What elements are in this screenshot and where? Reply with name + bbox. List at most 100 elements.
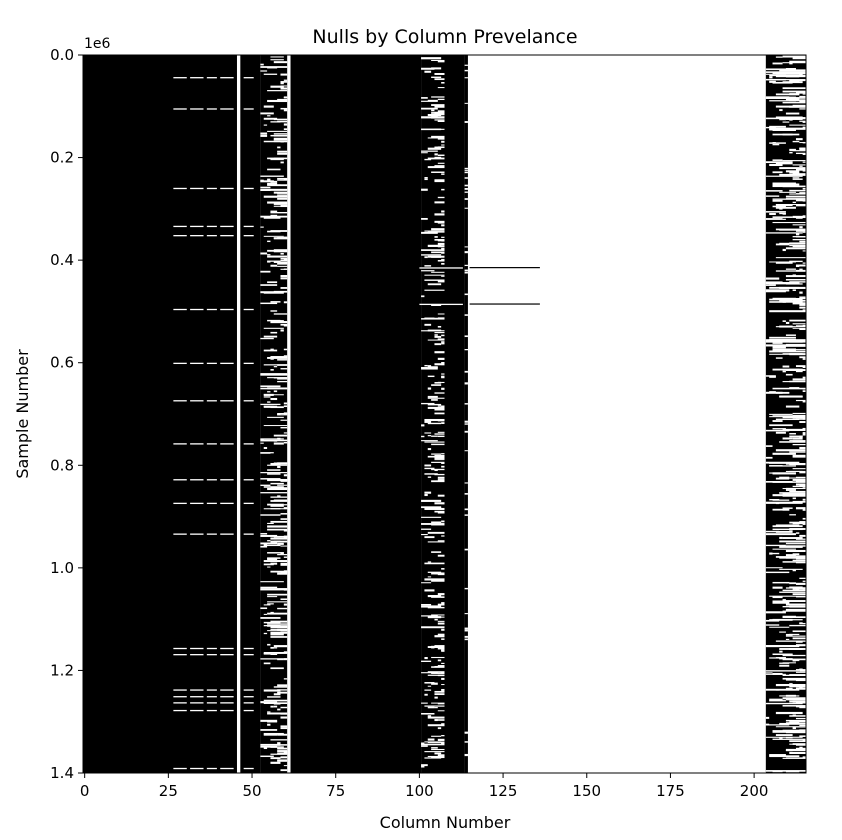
null-row-segment [206,502,217,505]
null-row-segment [173,654,187,656]
null-streak [270,369,274,371]
null-streak [765,117,806,120]
null-streak [441,262,445,265]
null-streak [263,396,271,398]
null-streak [437,622,445,625]
null-streak [464,627,468,630]
null-streak [280,598,288,601]
null-streak [772,672,783,675]
null-streak [421,67,435,70]
null-streak [799,421,806,423]
null-streak [434,693,445,696]
null-streak [434,351,445,354]
null-streak [283,301,288,304]
null-streak [280,727,288,730]
null-streak [772,62,783,65]
x-tick-label: 175 [656,782,685,800]
null-streak [795,199,806,202]
null-streak [421,712,435,715]
null-streak [280,419,288,421]
null-streak [765,611,786,614]
null-streak [260,607,268,610]
null-row-segment [220,443,234,445]
null-streak [464,754,468,756]
null-streak [785,543,806,545]
null-streak [280,769,288,772]
null-streak [437,479,445,481]
null-streak [273,118,288,121]
null-streak [775,105,806,108]
null-streak [765,723,770,726]
null-streak [441,239,445,242]
null-streak [431,702,445,704]
null-streak [283,479,288,482]
null-streak [273,693,281,696]
null-streak [765,232,803,234]
null-streak [772,586,783,589]
null-streak [769,310,806,313]
null-streak [280,571,288,574]
null-streak [277,760,288,762]
null-streak [802,358,806,360]
null-streak [427,244,442,247]
null-streak [270,570,288,573]
null-streak [802,432,806,434]
null-streak [799,446,806,450]
null-streak [799,686,803,689]
null-row-segment [220,479,234,481]
null-streak [260,452,274,454]
null-streak [273,250,288,253]
null-streak [260,492,288,494]
null-streak [267,255,288,258]
null-streak [270,439,288,442]
null-streak [263,405,274,408]
null-streak [267,356,288,359]
null-streak [789,529,793,531]
null-row-segment [190,235,204,237]
null-streak [779,536,783,539]
null-streak [283,123,288,126]
null-streak [280,368,288,370]
present-column-block [290,55,422,773]
null-streak [270,321,288,323]
null-streak [802,187,806,190]
null-streak [775,502,780,505]
null-streak [785,98,800,101]
null-streak [799,226,803,229]
null-streak [802,428,806,430]
null-streak [421,533,428,536]
null-streak [437,338,445,341]
null-streak [283,678,288,680]
null-row-segment [206,235,217,237]
null-row-segment [220,689,234,691]
null-streak [464,403,468,405]
null-row-segment [190,479,204,481]
null-streak [437,325,442,328]
null-streak [280,562,288,565]
null-streak [434,343,442,346]
null-streak [775,257,806,259]
null-streak [273,261,288,263]
null-streak [263,327,284,329]
null-streak [464,314,468,316]
null-streak [260,180,274,183]
null-streak [799,724,806,727]
null-streak [795,483,806,486]
null-streak [789,435,803,438]
null-streak [785,554,796,557]
null-streak [267,696,281,698]
null-streak [795,152,806,155]
null-streak [270,633,284,636]
null-streak [283,432,288,434]
null-streak [270,121,281,123]
null-streak [464,335,468,338]
null-streak [792,140,800,143]
null-streak [280,259,288,262]
null-streak [441,649,445,652]
null-streak [802,376,806,379]
null-streak [427,395,438,398]
null-streak [769,472,786,474]
null-streak [267,552,284,554]
null-streak [434,156,442,159]
null-streak [434,128,445,130]
